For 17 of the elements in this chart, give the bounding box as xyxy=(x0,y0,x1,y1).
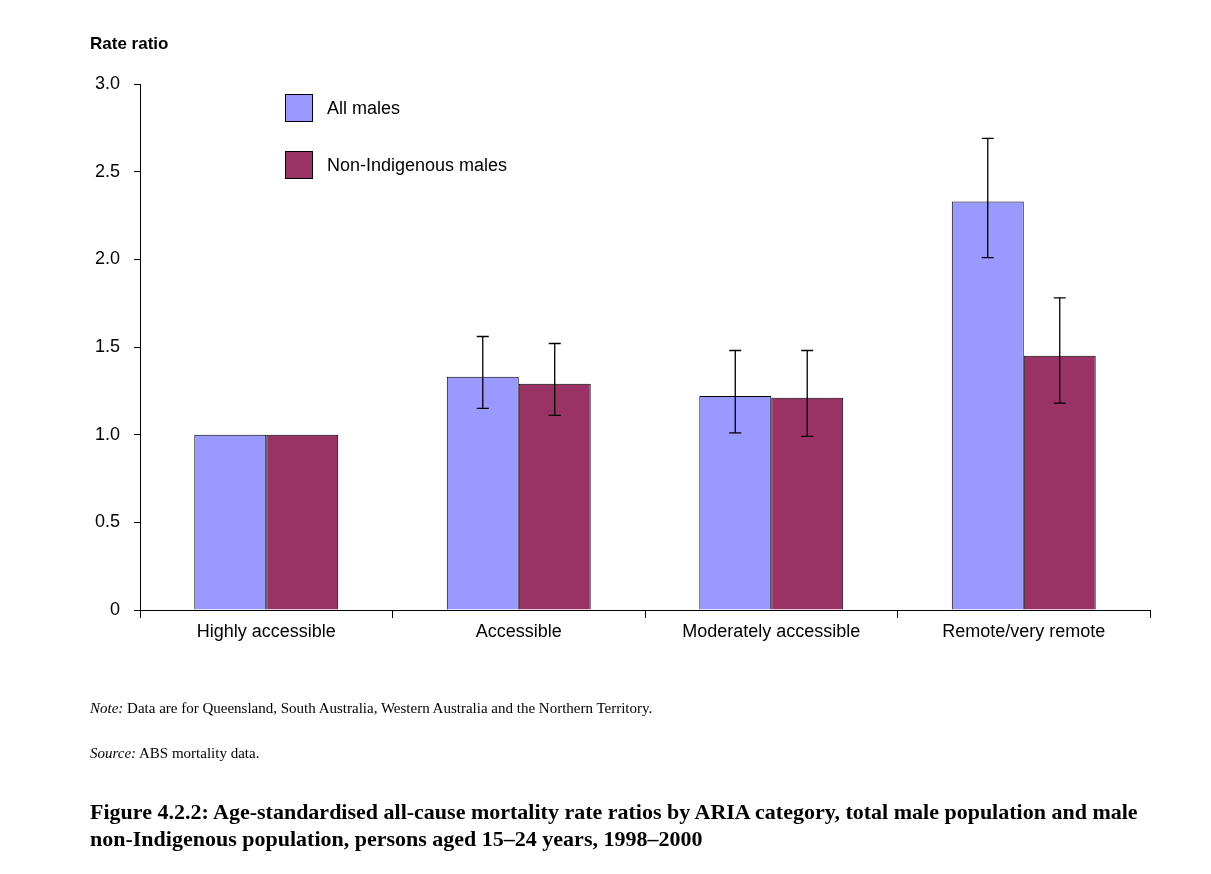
x-tick-label: Accessible xyxy=(475,620,562,641)
y-tick-label: 1.0 xyxy=(94,423,120,444)
x-tick-label: Moderately accessible xyxy=(682,620,861,641)
legend-label: Non-Indigenous males xyxy=(327,154,508,176)
text: Note: Data are for Queensland, South Australia, Western Australia and the Northern Territory. xyxy=(90,700,653,717)
y-axis-title: Rate ratio xyxy=(90,34,169,54)
y-tick-label: 0 xyxy=(109,598,120,619)
source-note: Source: ABS mortality data. xyxy=(90,745,261,762)
y-tick-label: 1.5 xyxy=(94,335,120,356)
y-tick-label: 2.5 xyxy=(94,160,120,181)
x-tick-label: Highly accessible xyxy=(196,620,336,641)
x-tick-label: Remote/very remote xyxy=(942,620,1106,641)
y-tick-label: 2.0 xyxy=(94,248,120,269)
y-tick-label: 0.5 xyxy=(94,511,120,532)
y-tick-label: 3.0 xyxy=(94,72,120,93)
text: Figure 4.2.2: Age-standardised all-cause mortality rate ratios by ARIA category, total male population and male non-Indigenous population, persons aged 15–24 years, 1998–2000 xyxy=(90,798,1139,852)
legend-label: All males xyxy=(327,97,401,119)
